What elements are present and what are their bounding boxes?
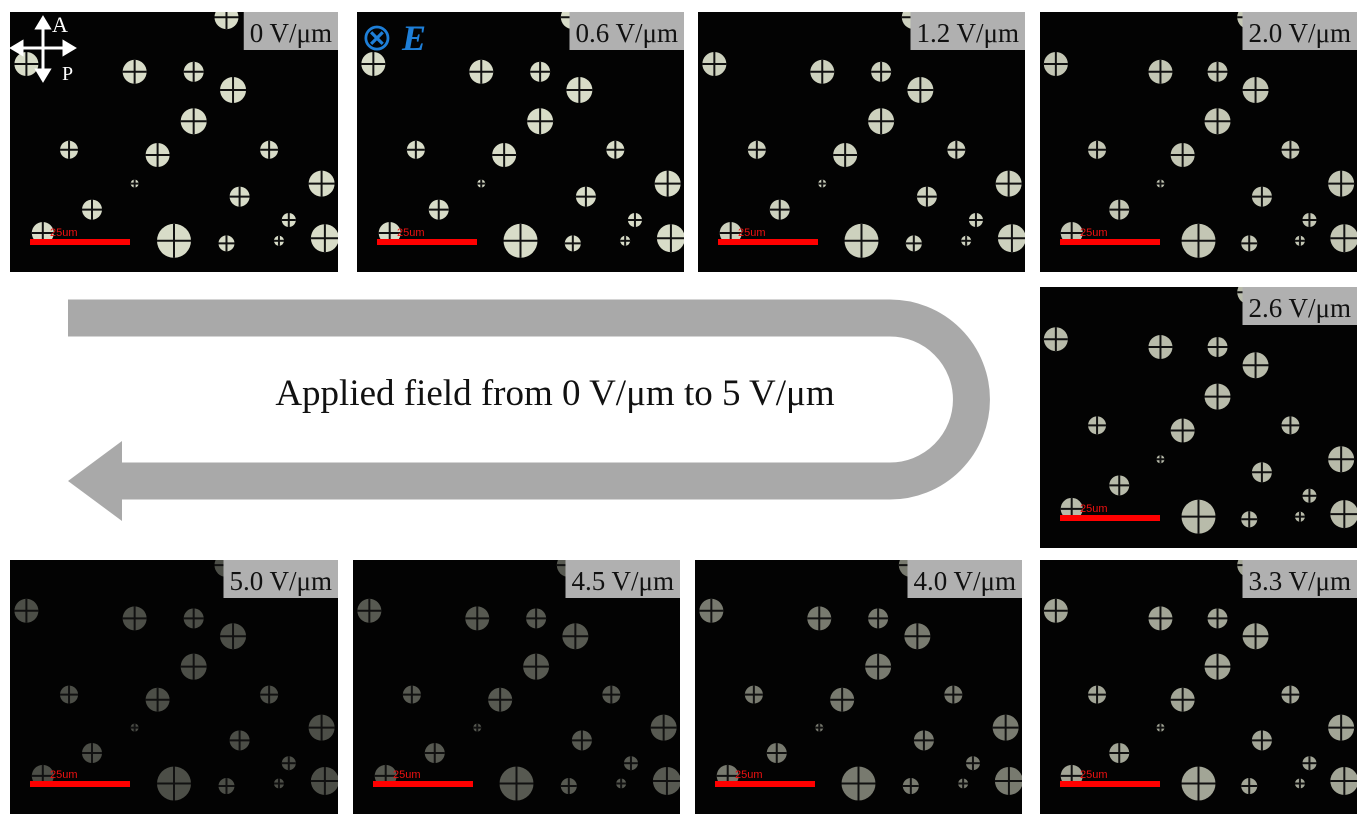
scale-bar-label: 25um (1080, 769, 1108, 781)
field-symbol: ⊗ (361, 15, 393, 59)
micrograph: 25um 2.0 V/μm (1040, 5, 1357, 272)
micrograph: 25um 5.0 V/μm (10, 553, 339, 814)
micrograph: 25um 3.3 V/μm (1040, 553, 1357, 814)
scale-bar-label: 25um (50, 769, 78, 781)
micrograph: 25um 0 V/μm (10, 5, 339, 272)
caption: Applied field from 0 V/μm to 5 V/μm (275, 373, 835, 414)
field-label: 4.0 V/μm (914, 566, 1017, 596)
scale-bar-label: 25um (393, 769, 421, 781)
scale-bar-label: 25um (397, 227, 425, 239)
field-label: 2.6 V/μm (1249, 293, 1352, 323)
figure: Applied field from 0 V/μm to 5 V/μm 25um… (0, 0, 1357, 814)
scale-bar-label: 25um (50, 227, 78, 239)
scale-bar-label: 25um (738, 227, 766, 239)
field-label: 3.3 V/μm (1249, 566, 1352, 596)
micrograph: 25um 2.6 V/μm (1040, 280, 1357, 548)
micrograph: 25um 4.0 V/μm (695, 553, 1023, 814)
field-label: 1.2 V/μm (917, 18, 1020, 48)
field-label: 0 V/μm (250, 18, 332, 48)
micrograph: 25um 1.2 V/μm (698, 5, 1026, 272)
scale-bar-label: 25um (1080, 227, 1108, 239)
field-label: 0.6 V/μm (576, 18, 679, 48)
analyzer-label: A (52, 12, 68, 37)
scale-bar-label: 25um (1080, 503, 1108, 515)
polarizer-label: P (62, 63, 73, 85)
scale-bar-label: 25um (735, 769, 763, 781)
field-letter: E (401, 18, 426, 58)
field-label: 4.5 V/μm (572, 566, 675, 596)
micrograph: 25um 4.5 V/μm (353, 553, 681, 814)
arrow-head (68, 441, 122, 521)
field-label: 2.0 V/μm (1249, 18, 1352, 48)
field-label: 5.0 V/μm (230, 566, 333, 596)
